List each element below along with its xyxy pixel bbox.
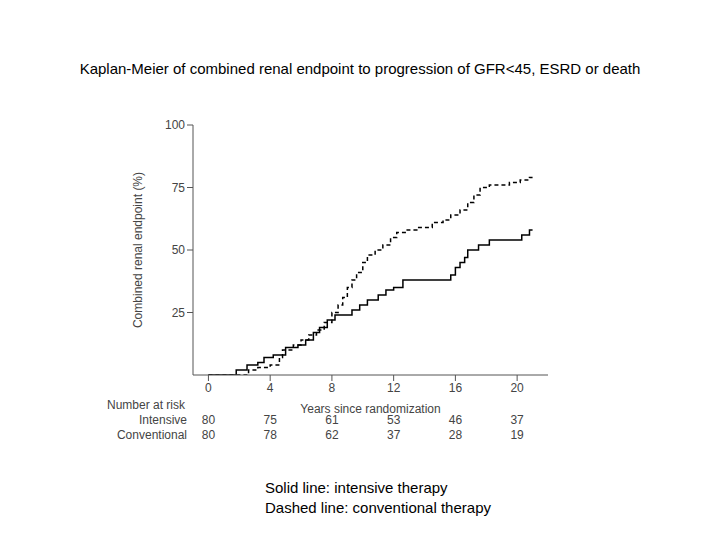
svg-text:Years since randomization: Years since randomization — [300, 402, 440, 415]
svg-text:80: 80 — [202, 428, 216, 442]
svg-text:75: 75 — [263, 413, 277, 427]
svg-text:53: 53 — [387, 413, 401, 427]
svg-text:8: 8 — [329, 381, 336, 395]
svg-text:25: 25 — [172, 306, 186, 320]
svg-text:Number at risk: Number at risk — [107, 398, 186, 412]
svg-text:19: 19 — [510, 428, 524, 442]
html-text:Kaplan-Meier of combined renal: Kaplan-Meier of combined renal endpoint … — [79, 60, 641, 77]
svg-text:61: 61 — [325, 413, 339, 427]
svg-text:78: 78 — [263, 428, 277, 442]
svg-text:16: 16 — [449, 381, 463, 395]
svg-text:50: 50 — [172, 243, 186, 257]
svg-text:0: 0 — [205, 381, 212, 395]
svg-text:75: 75 — [172, 181, 186, 195]
svg-text:Intensive: Intensive — [139, 413, 187, 427]
svg-text:28: 28 — [449, 428, 463, 442]
svg-text:12: 12 — [387, 381, 401, 395]
svg-text:100: 100 — [165, 118, 185, 132]
svg-text:37: 37 — [387, 428, 401, 442]
svg-text:Combined renal endpoint (%): Combined renal endpoint (%) — [131, 172, 145, 328]
html-text:Solid line: intensive therapy: Solid line: intensive therapy — [265, 479, 448, 496]
svg-text:46: 46 — [449, 413, 463, 427]
svg-text:80: 80 — [202, 413, 216, 427]
svg-text:20: 20 — [510, 381, 524, 395]
html-text:Dashed line: conventional ther: Dashed line: conventional therapy — [265, 499, 491, 516]
svg-text:Conventional: Conventional — [117, 428, 187, 442]
svg-text:37: 37 — [510, 413, 524, 427]
svg-text:4: 4 — [267, 381, 274, 395]
svg-text:62: 62 — [325, 428, 339, 442]
